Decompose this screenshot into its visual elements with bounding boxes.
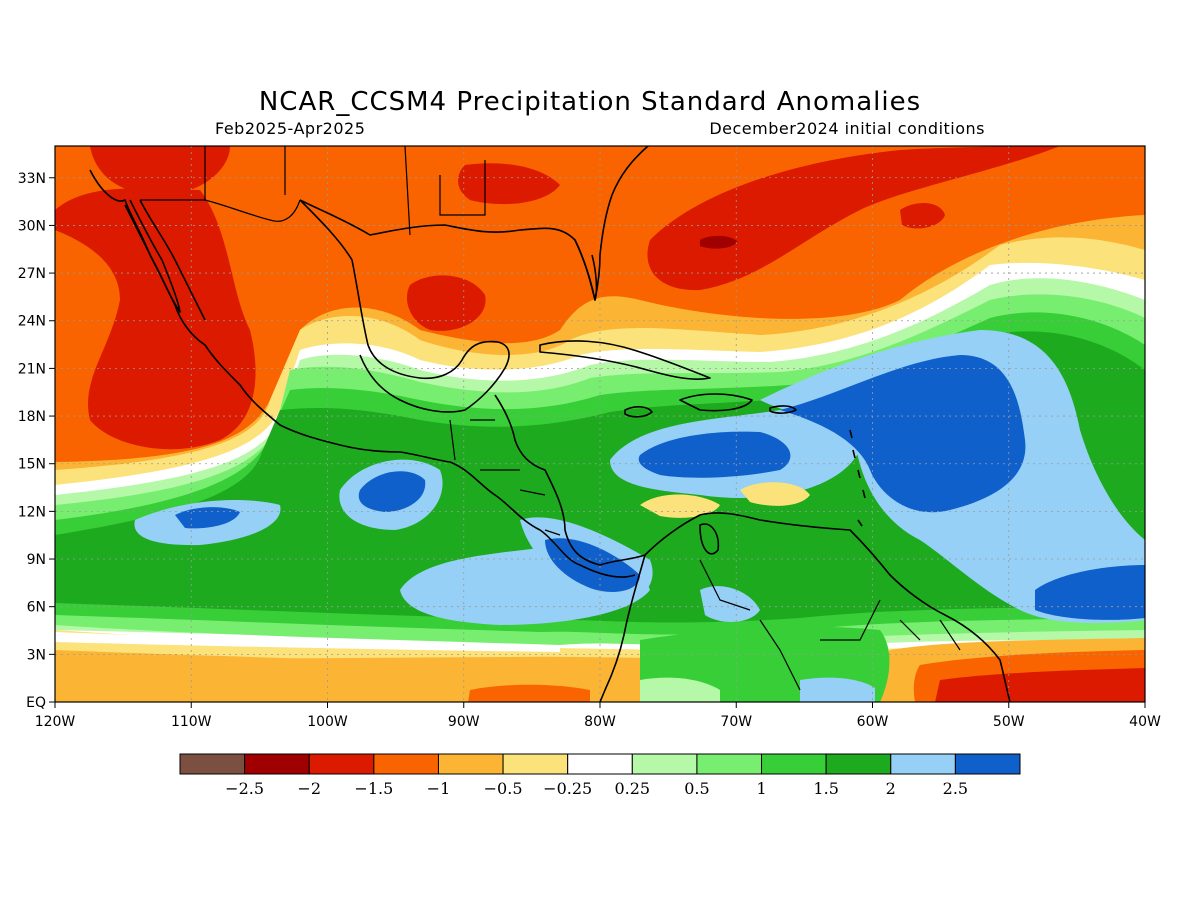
dry-core-atlantic-small [900,203,945,229]
wet-light-amazon [640,677,720,702]
colorbar-label: −2 [297,779,321,798]
coast-central-america-caribbean [494,394,646,566]
coast-south-america-north [644,512,1011,702]
colorbar-label: 1 [756,779,766,798]
border-central-america [449,419,561,536]
lon-tick-label: 40W [1129,714,1161,730]
coast-gulf-of-mexico [299,199,510,413]
forecast-period: Feb2025-Apr2025 [215,119,365,138]
colorbar-swatch [179,753,246,775]
dry-band-south [55,630,800,660]
colorbar-swatch [696,753,763,775]
dry-core-nw [90,146,230,195]
coast-gulf-of-california [139,199,206,321]
colorbar-label: 2.5 [943,779,968,798]
colorbar-swatch [761,753,827,775]
lat-tick-label: 15N [18,457,46,473]
lat-tick-label: EQ [26,695,46,711]
colorbar-swatch [954,753,1021,775]
lat-tick-label: 21N [18,361,46,377]
graticule [55,146,1145,702]
colorbar-swatch [308,753,375,775]
lon-tick-label: 100W [307,714,348,730]
lat-tick-label: 9N [27,552,46,568]
colorbar-label: −0.25 [543,779,592,798]
lon-tick-label: 60W [857,714,889,730]
transition-equatorial [55,632,560,652]
colorbar: −2.5 −2 −1.5 −1 −0.5 −0.25 0.25 0.5 1 1.5 2 2.5 [179,753,1021,798]
colorbar-swatch [437,753,504,775]
lat-tick-label: 33N [18,171,46,187]
colorbar-label: 0.5 [684,779,709,798]
coastlines [89,146,1011,702]
dry-core-gulf [406,275,486,331]
wet-core-atlantic-east-peak [1035,565,1145,620]
lat-tick-label: 18N [18,409,46,425]
colorbar-label: −2.5 [225,779,264,798]
dry-core-baja [55,188,256,450]
coast-baja [124,199,181,313]
coast-lesser-antilles [849,429,866,527]
wet-core-atlantic-peak [780,355,1026,513]
coast-south-america-pacific [599,554,646,702]
wet-core-panama-peak [545,538,640,592]
dry-core-gulf-north [458,163,560,205]
dry-core-atlantic [647,146,1060,291]
lon-tick-label: 110W [171,714,212,730]
colorbar-label: 2 [886,779,896,798]
border-south-america [699,559,961,691]
wet-core-tehuantepec-peak [358,471,426,512]
coast-florida [574,146,649,301]
dry-peak-southeast [935,668,1145,702]
lat-tick-label: 24N [18,314,46,330]
dry-peak-atlantic [700,235,738,249]
lat-tick-label: 30N [18,218,46,234]
dry-core-south-pacific [468,684,590,702]
colorbar-swatch [373,753,439,775]
coast-lake-maracaibo [699,523,720,555]
wet-core-caribbean-peak [638,431,791,478]
coast-cuba [539,340,711,380]
colorbar-swatch [890,753,956,775]
colorbar-swatch [631,753,698,775]
colorbar-label: −1.5 [354,779,393,798]
coast-hispaniola [679,393,753,412]
colorbar-label: 0.25 [614,779,650,798]
dry-pocket-caribbean [640,494,720,518]
lat-tick-label: 6N [27,600,46,616]
lat-tick-label: 27N [18,266,46,282]
map-title: NCAR_CCSM4 Precipitation Standard Anomal… [259,87,921,117]
lon-tick-label: 120W [35,714,76,730]
colorbar-swatch [244,753,310,775]
lat-tick-label: 3N [27,647,46,663]
lon-tick-label: 90W [448,714,480,730]
colorbar-label: −1 [427,779,451,798]
wet-core-amazon [800,677,875,702]
map-axes: 120W 110W 100W 90W 80W 70W 60W 50W 40W EQ 3N 6N 9N 12… [18,171,1161,730]
colorbar-label: 1.5 [813,779,838,798]
initial-conditions: December2024 initial conditions [709,119,985,138]
colorbar-swatch [567,753,633,775]
political-borders [140,146,961,691]
lon-tick-label: 50W [993,714,1025,730]
lon-tick-label: 80W [584,714,616,730]
colorbar-label: −0.5 [484,779,523,798]
lon-tick-label: 70W [720,714,752,730]
border-us-mexico [140,199,301,222]
coast-jamaica [624,406,653,418]
colorbar-swatch [502,753,569,775]
coast-puerto-rico [769,405,797,414]
dry-region-southwest [55,650,800,702]
border-us-states [204,146,486,236]
lat-tick-label: 12N [18,504,46,520]
colorbar-swatch [825,753,892,775]
dry-pocket-caribbean-2 [740,482,810,506]
wet-core-venezuela [700,586,760,622]
